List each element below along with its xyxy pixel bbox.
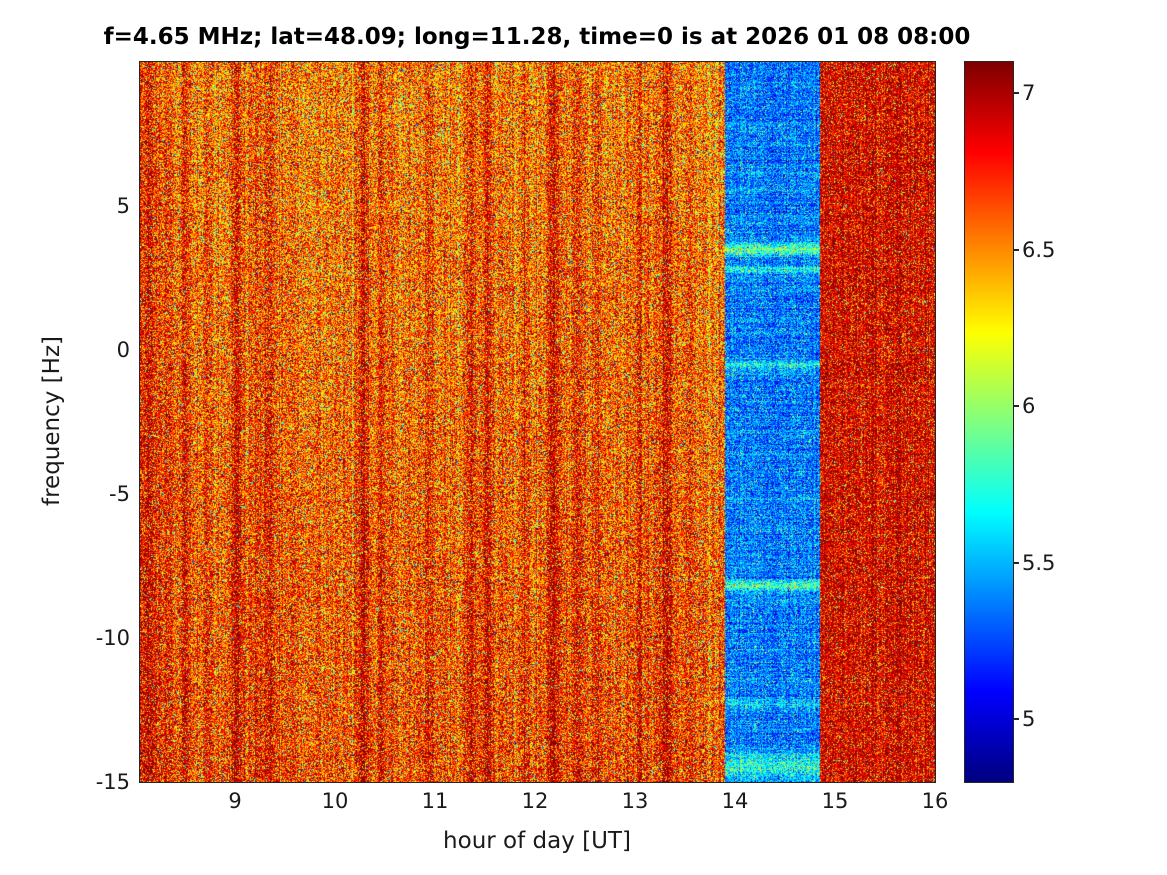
colorbar-tick-mark	[1013, 561, 1019, 564]
colorbar	[964, 61, 1014, 783]
y-tick-label: -15	[95, 770, 130, 794]
colorbar-tick-label: 5.5	[1022, 550, 1056, 575]
x-tick-label: 9	[228, 789, 242, 813]
y-tick-labels: 5 0 -5 -10 -15	[68, 62, 130, 794]
x-axis-label: hour of day [UT]	[443, 828, 631, 854]
colorbar-tick-label: 6.5	[1022, 237, 1056, 262]
x-tick-label: 12	[521, 789, 549, 813]
y-tick-label: -10	[95, 626, 130, 650]
x-tick-label: 15	[821, 789, 849, 813]
colorbar-tick-labels: 7 6.5 6 5.5 5	[1022, 62, 1102, 782]
y-tick-label: -5	[109, 482, 130, 506]
colorbar-canvas	[965, 62, 1013, 782]
heatmap-canvas	[140, 62, 935, 782]
x-tick-labels: 9 10 11 12 13 14 15 16	[140, 789, 948, 819]
colorbar-tick-label: 7	[1022, 81, 1036, 106]
x-tick-label: 16	[921, 789, 949, 813]
heatmap-plot	[139, 61, 936, 783]
plot-title: f=4.65 MHz; lat=48.09; long=11.28, time=…	[103, 24, 971, 50]
colorbar-tick-label: 6	[1022, 394, 1036, 419]
y-tick-label: 5	[116, 194, 130, 218]
y-tick-label: 0	[116, 338, 130, 362]
colorbar-tick-marks	[1013, 62, 1023, 782]
colorbar-tick-label: 5	[1022, 707, 1036, 732]
y-axis-label: frequency [Hz]	[39, 336, 65, 506]
x-tick-label: 10	[321, 789, 349, 813]
x-tick-label: 13	[621, 789, 649, 813]
colorbar-tick-mark	[1013, 248, 1019, 251]
x-tick-label: 11	[421, 789, 449, 813]
colorbar-tick-mark	[1013, 405, 1019, 408]
colorbar-tick-mark	[1013, 92, 1019, 95]
colorbar-tick-mark	[1013, 718, 1019, 721]
x-tick-label: 14	[721, 789, 749, 813]
